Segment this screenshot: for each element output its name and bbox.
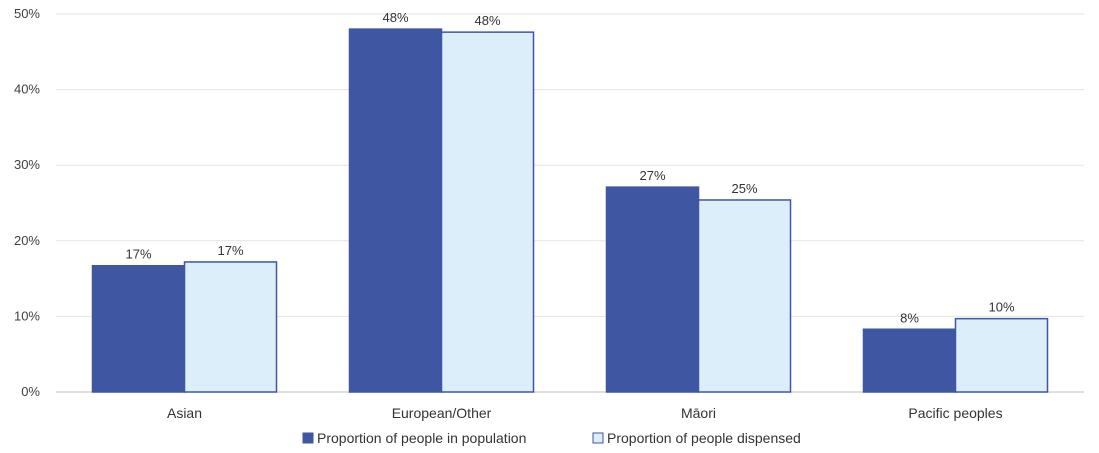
bar-asian-series-0 <box>91 264 186 393</box>
bar-m-ori-series-1 <box>697 199 792 393</box>
legend-swatch-dispensed <box>592 432 604 444</box>
data-label-pacific-peoples-series-0: 8% <box>900 310 919 325</box>
bar-m-ori-series-0 <box>605 186 700 393</box>
y-tick-label: 30% <box>14 157 40 172</box>
y-axis-ticks: 0% 10% 20% 30% 40% 50% <box>14 6 40 399</box>
category-label-m-ori: Māori <box>681 405 716 421</box>
x-axis-categories: Asian European/Other Māori Pacific peoples <box>167 405 1003 421</box>
category-label-asian: Asian <box>167 405 202 421</box>
data-label-european-other-series-1: 48% <box>474 13 500 28</box>
y-tick-label: 10% <box>14 308 40 323</box>
category-label-european-other: European/Other <box>392 405 492 421</box>
y-tick-label: 20% <box>14 233 40 248</box>
legend-swatch-population <box>302 432 314 444</box>
data-label-asian-series-0: 17% <box>125 247 151 262</box>
bar-asian-series-1 <box>183 261 278 393</box>
y-tick-label: 0% <box>21 384 40 399</box>
legend-label-population: Proportion of people in population <box>317 430 526 446</box>
bars <box>91 28 1049 393</box>
bar-pacific-peoples-series-1 <box>954 317 1049 393</box>
legend: Proportion of people in population Propo… <box>302 430 801 446</box>
y-tick-label: 50% <box>14 6 40 21</box>
y-tick-label: 40% <box>14 82 40 97</box>
data-label-m-ori-series-1: 25% <box>731 181 757 196</box>
bar-european-other-series-0 <box>348 28 443 393</box>
data-labels: 17% 17% 48% 48% 27% 25% 8% 10% <box>125 10 1014 325</box>
data-label-european-other-series-0: 48% <box>382 10 408 25</box>
data-label-pacific-peoples-series-1: 10% <box>988 300 1014 315</box>
bar-european-other-series-1 <box>440 31 535 393</box>
legend-label-dispensed: Proportion of people dispensed <box>607 430 801 446</box>
data-label-asian-series-1: 17% <box>217 243 243 258</box>
data-label-m-ori-series-0: 27% <box>639 168 665 183</box>
category-label-pacific-peoples: Pacific peoples <box>908 405 1002 421</box>
bar-pacific-peoples-series-0 <box>862 328 957 393</box>
